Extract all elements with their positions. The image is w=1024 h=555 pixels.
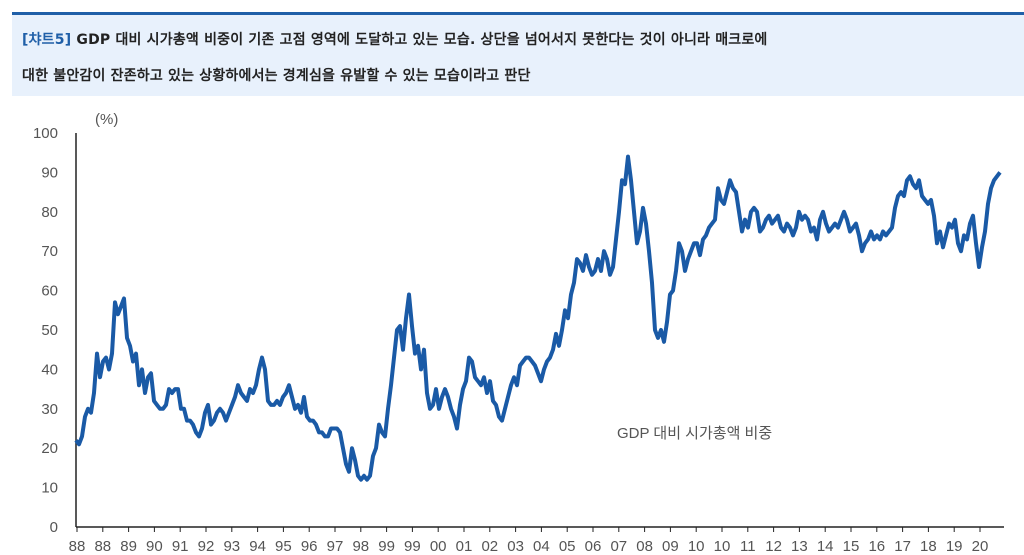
x-tick-label: 98 [352, 538, 369, 555]
x-tick-label: 06 [585, 538, 602, 555]
x-tick-label: 17 [894, 538, 911, 555]
x-tick-label: 13 [791, 538, 808, 555]
y-tick-label: 90 [41, 164, 58, 181]
x-tick-label: 89 [120, 538, 137, 555]
x-tick-label: 07 [610, 538, 627, 555]
x-tick-label: 88 [94, 538, 111, 555]
y-tick-label: 100 [33, 125, 58, 142]
caption-text-1: GDP 대비 시가총액 비중이 기존 고점 영역에 도달하고 있는 모습. 상단… [76, 32, 768, 48]
caption-line-1: [챠트5] GDP 대비 시가총액 비중이 기존 고점 영역에 도달하고 있는 … [22, 29, 768, 49]
x-tick-label: 20 [972, 538, 989, 555]
x-tick-label: 10 [688, 538, 705, 555]
y-tick-label: 10 [41, 480, 58, 497]
y-tick-label: 60 [41, 283, 58, 300]
y-tick-label: 80 [41, 204, 58, 221]
x-tick-label: 15 [843, 538, 860, 555]
x-tick-label: 99 [378, 538, 395, 555]
y-tick-label: 40 [41, 361, 58, 378]
series-line-gdp-market-cap-ratio [74, 154, 1002, 482]
x-tick-label: 92 [198, 538, 215, 555]
x-tick-label: 08 [636, 538, 653, 555]
x-tick-label: 02 [481, 538, 498, 555]
x-tick-label: 19 [946, 538, 963, 555]
x-tick-label: 05 [559, 538, 576, 555]
x-tick-label: 09 [662, 538, 679, 555]
x-tick-label: 16 [868, 538, 885, 555]
y-tick-label: 20 [41, 440, 58, 457]
x-tick-label: 94 [249, 538, 266, 555]
legend-label: GDP 대비 시가총액 비중 [617, 425, 772, 442]
x-tick-label: 99 [404, 538, 421, 555]
y-tick-label: 50 [41, 322, 58, 339]
x-tick-label: 01 [456, 538, 473, 555]
x-tick-label: 97 [327, 538, 344, 555]
x-tick-label: 14 [817, 538, 834, 555]
y-tick-label: 0 [50, 519, 58, 536]
chart-tag: [챠트5] [22, 32, 72, 48]
y-tick-label: 30 [41, 401, 58, 418]
x-tick-label: 91 [172, 538, 189, 555]
y-tick-label: 70 [41, 243, 58, 260]
chart-caption-box: [챠트5] GDP 대비 시가총액 비중이 기존 고점 영역에 도달하고 있는 … [12, 12, 1024, 96]
x-tick-label: 88 [69, 538, 86, 555]
x-tick-label: 90 [146, 538, 163, 555]
x-tick-label: 03 [507, 538, 524, 555]
x-tick-label: 11 [740, 538, 756, 555]
caption-line-2: 대한 불안감이 잔존하고 있는 상황하에서는 경계심을 유발할 수 있는 모습이… [22, 68, 531, 84]
x-tick-label: 04 [533, 538, 550, 555]
y-axis-unit-label: (%) [95, 111, 118, 128]
x-tick-label: 18 [920, 538, 937, 555]
x-tick-label: 93 [223, 538, 240, 555]
x-tick-label: 10 [714, 538, 731, 555]
x-tick-label: 96 [301, 538, 318, 555]
x-tick-label: 00 [430, 538, 447, 555]
x-tick-label: 95 [275, 538, 292, 555]
x-tick-label: 12 [765, 538, 782, 555]
